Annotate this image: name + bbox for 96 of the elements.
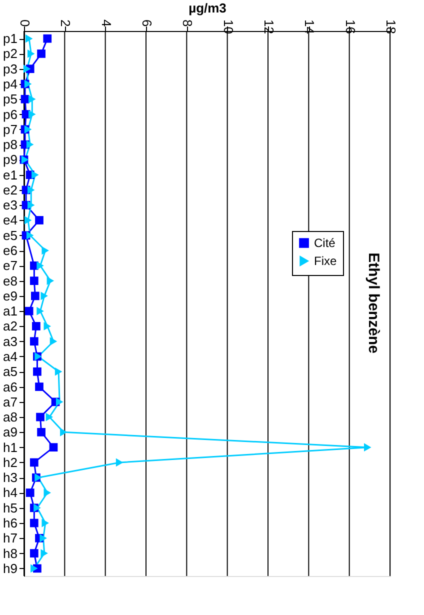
y-tick-label: h5 <box>3 500 18 516</box>
y-tick-label: a2 <box>3 318 18 334</box>
point <box>27 186 35 194</box>
y-tick-label: h1 <box>3 440 18 455</box>
point <box>116 458 124 467</box>
legend-label: Fixe <box>314 254 337 268</box>
y-tick-label: h2 <box>3 454 18 470</box>
point <box>24 216 32 224</box>
y-tick-label: p4 <box>3 76 18 92</box>
point <box>27 50 35 58</box>
x-axis-title: µg/m3 <box>188 0 226 16</box>
y-tick-label: p7 <box>3 122 18 137</box>
point <box>54 367 62 376</box>
point <box>27 200 35 210</box>
y-tick-label: h6 <box>3 516 18 531</box>
y-tick-label: a1 <box>3 304 18 319</box>
point <box>24 306 34 316</box>
point <box>30 564 38 573</box>
y-tick-label: h8 <box>3 546 18 561</box>
point <box>20 94 30 104</box>
y-tick-label: a7 <box>3 394 18 410</box>
point <box>49 443 58 452</box>
y-tick-label: h4 <box>3 485 18 500</box>
y-tick-label: a4 <box>3 348 18 364</box>
point <box>42 246 49 255</box>
y-tick-label: p2 <box>3 46 18 62</box>
y-tick-label: p3 <box>3 61 18 76</box>
point <box>37 428 46 436</box>
point <box>60 428 68 436</box>
y-tick-label: a3 <box>3 334 18 349</box>
point <box>40 292 48 300</box>
point <box>36 261 44 270</box>
y-tick-label: p9 <box>3 152 18 168</box>
point <box>32 322 40 330</box>
point <box>46 412 54 422</box>
y-tick-label: e4 <box>3 212 18 228</box>
y-tick-label: e1 <box>3 167 18 182</box>
point <box>28 110 36 118</box>
point <box>46 276 54 285</box>
y-tick-label: e3 <box>3 198 18 213</box>
point <box>26 231 34 240</box>
y-tick-label: h7 <box>3 530 18 546</box>
point <box>36 412 44 422</box>
x-tick-label: 2 <box>58 20 74 27</box>
point <box>26 140 34 149</box>
point <box>42 518 49 528</box>
point <box>56 398 64 406</box>
point <box>43 34 52 43</box>
point <box>364 443 372 452</box>
y-tick-label: p6 <box>3 106 18 122</box>
y-tick-label: e9 <box>3 288 18 304</box>
point <box>30 276 38 285</box>
point <box>31 292 40 300</box>
y-tick-label: a5 <box>3 364 18 380</box>
point <box>28 94 36 104</box>
x-tick-label: 0 <box>18 20 32 27</box>
point <box>40 549 48 558</box>
point <box>26 488 34 497</box>
legend-label: Cité <box>314 236 336 250</box>
point <box>23 64 31 74</box>
x-tick-label: 4 <box>98 20 114 27</box>
point <box>37 50 46 58</box>
point <box>25 34 33 43</box>
x-tick-label: 6 <box>140 20 154 27</box>
y-tick-label: e5 <box>3 228 18 243</box>
point <box>30 458 38 467</box>
y-tick-label: a6 <box>3 379 18 394</box>
y-tick-label: e7 <box>3 258 18 274</box>
point <box>30 518 38 528</box>
y-tick-label: p5 <box>3 92 18 107</box>
x-tick-label: 8 <box>180 20 196 27</box>
y-tick-label: e6 <box>3 243 18 258</box>
point <box>32 170 39 179</box>
point <box>50 337 58 346</box>
y-tick-label: e8 <box>3 273 18 288</box>
point <box>44 322 52 330</box>
y-tick-label: p8 <box>3 137 18 152</box>
point <box>36 306 44 316</box>
point <box>33 367 42 376</box>
point <box>35 216 44 224</box>
point <box>40 534 47 542</box>
point <box>30 549 38 558</box>
point <box>24 80 32 88</box>
point <box>34 473 42 482</box>
point <box>24 125 32 134</box>
point <box>30 337 38 346</box>
point <box>34 504 41 512</box>
y-tick-label: p1 <box>3 31 18 46</box>
y-tick-label: h9 <box>3 560 18 576</box>
y-tick-label: e2 <box>3 182 18 198</box>
text: Ethyl benzène <box>365 252 382 354</box>
point <box>35 382 44 391</box>
y-tick-label: a8 <box>3 410 18 425</box>
y-tick-label: a9 <box>3 424 18 440</box>
y-tick-label: h3 <box>3 470 18 486</box>
point <box>44 488 52 497</box>
